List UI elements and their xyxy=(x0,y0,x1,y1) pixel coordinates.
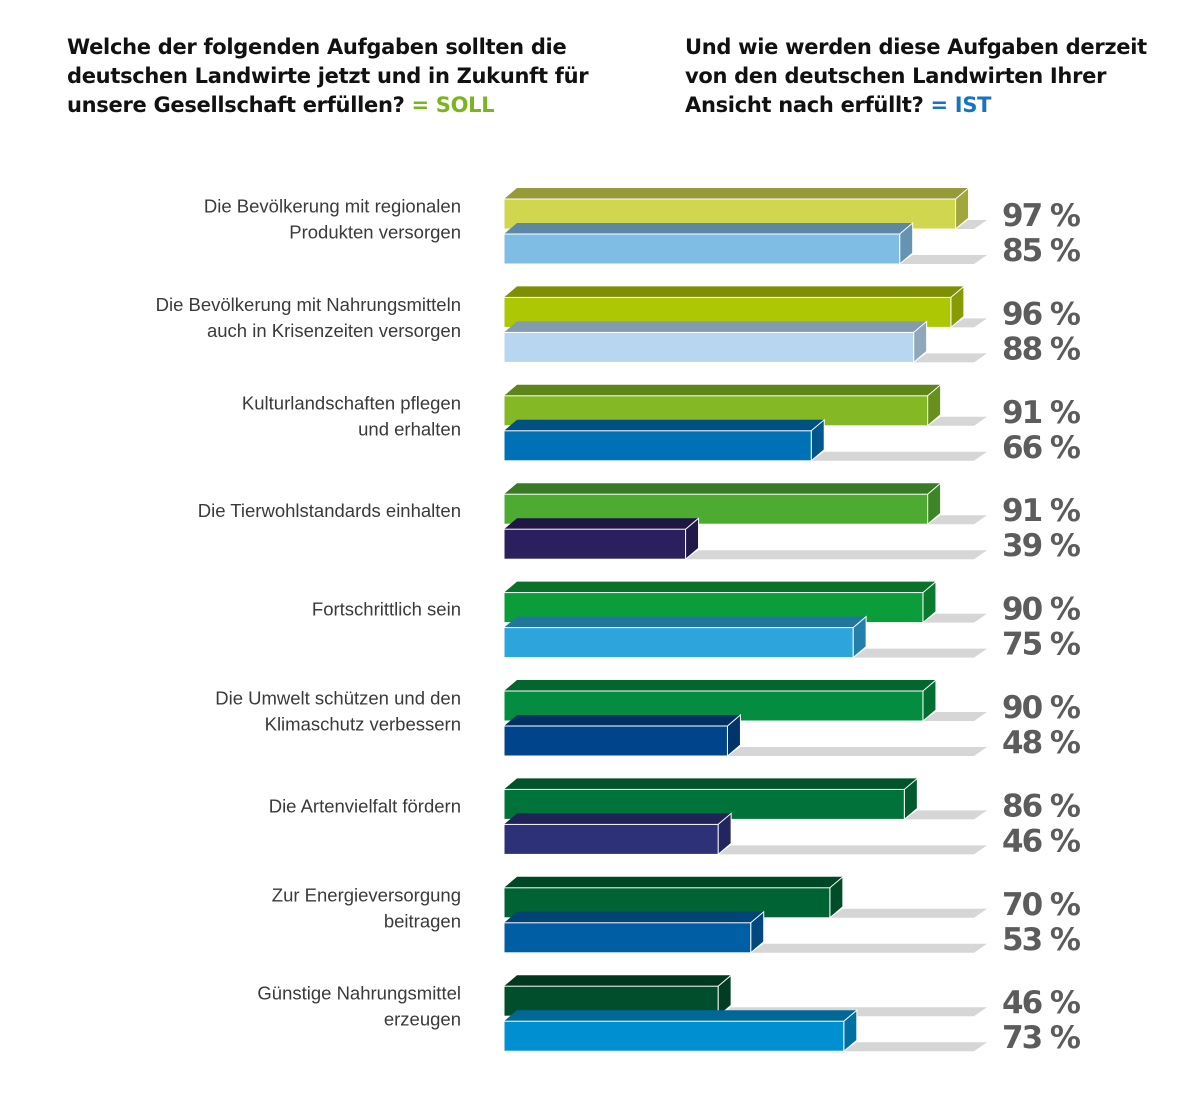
bar-shadow xyxy=(899,255,987,264)
bar-top-face xyxy=(504,975,732,987)
category-label: Klimaschutz verbessern xyxy=(265,714,461,735)
bar-ist xyxy=(503,922,752,954)
category-label: erzeugen xyxy=(384,1009,461,1030)
value-label: 48 % xyxy=(1002,725,1081,761)
bar-top-face xyxy=(504,1010,857,1022)
category-label: beitragen xyxy=(384,910,461,931)
bar-ist xyxy=(503,627,854,659)
bar-shadow xyxy=(718,845,987,855)
category-label: Zur Energieversorgung xyxy=(272,884,461,905)
category-label: Kulturlandschaften pflegen xyxy=(242,392,461,413)
value-label: 85 % xyxy=(1002,233,1081,269)
bar-top-face xyxy=(504,286,964,298)
category-label: Die Umwelt schützen und den xyxy=(215,688,461,709)
title-soll-question: Welche der folgenden Aufgaben sollten di… xyxy=(67,33,627,120)
bar-shadow xyxy=(922,613,987,623)
value-label: 70 % xyxy=(1002,887,1081,923)
bar-top-face xyxy=(504,778,918,790)
bar-top-face xyxy=(504,483,941,495)
bar-ist xyxy=(503,823,719,855)
bar-shadow xyxy=(829,908,987,918)
ist-tag: = IST xyxy=(930,93,992,117)
title-ist-text: Und wie werden diese Aufgaben derzeit vo… xyxy=(685,35,1147,117)
category-group: Fortschrittlich sein 90 %75 % xyxy=(312,580,1083,663)
bar-shadow xyxy=(843,1042,987,1052)
bar-top-face xyxy=(504,581,936,593)
category-group: Die Tierwohlstandards einhalten 91 %39 % xyxy=(198,482,1083,564)
category-group: Die Bevölkerung mit regionalen Produkten … xyxy=(204,186,1083,269)
soll-tag: = SOLL xyxy=(411,93,495,117)
category-group: Die Umwelt schützen und den Klimaschutz v… xyxy=(215,678,1083,761)
bar-top-face xyxy=(504,876,843,888)
bar-shadow xyxy=(853,648,987,658)
value-label: 90 % xyxy=(1002,690,1081,726)
value-label: 97 % xyxy=(1002,198,1081,234)
bar-shadow xyxy=(811,451,987,461)
value-label: 73 % xyxy=(1002,1020,1081,1056)
value-label: 75 % xyxy=(1002,627,1081,663)
bar-ist xyxy=(503,233,901,265)
bar-top-face xyxy=(504,680,936,691)
category-group: Die Artenvielfalt fördern 86 %46 % xyxy=(269,777,1083,859)
value-label: 39 % xyxy=(1002,528,1081,564)
value-label: 88 % xyxy=(1002,331,1081,367)
category-label: Fortschrittlich sein xyxy=(312,599,461,620)
bar-top-face xyxy=(504,715,741,726)
category-label: Die Tierwohlstandards einhalten xyxy=(198,500,461,521)
category-group: Kulturlandschaften pflegen und erhalten 91… xyxy=(242,383,1083,466)
bar-top-face xyxy=(504,911,764,923)
value-label: 91 % xyxy=(1002,395,1081,431)
category-label: und erhalten xyxy=(358,418,461,439)
value-label: 91 % xyxy=(1002,493,1081,529)
bar-top-face xyxy=(504,813,732,825)
category-label: Produkten versorgen xyxy=(289,222,461,243)
bar-shadow xyxy=(922,712,987,721)
category-label: Die Bevölkerung mit regionalen xyxy=(204,196,461,217)
bar-shadow xyxy=(685,550,987,560)
bar-shadow xyxy=(927,416,987,426)
category-label: Die Artenvielfalt fördern xyxy=(269,795,461,816)
bar-top-face xyxy=(504,188,969,199)
bar-top-face xyxy=(504,616,867,628)
title-ist-question: Und wie werden diese Aufgaben derzeit vo… xyxy=(685,33,1185,120)
bar-shadow xyxy=(927,515,987,525)
bar-shadow xyxy=(904,810,987,820)
value-label: 53 % xyxy=(1002,922,1081,958)
value-label: 46 % xyxy=(1002,823,1081,859)
bar-top-face xyxy=(504,518,699,530)
bar-ist xyxy=(503,528,687,560)
bar-shadow xyxy=(913,353,987,363)
bar-shadow xyxy=(955,220,987,229)
category-group: Die Bevölkerung mit Nahrungsmitteln auch … xyxy=(156,285,1083,367)
category-label: auch in Krisenzeiten versorgen xyxy=(207,320,461,341)
value-label: 90 % xyxy=(1002,592,1081,628)
value-label: 96 % xyxy=(1002,296,1081,332)
bar-top-face xyxy=(504,384,941,396)
category-label: Die Bevölkerung mit Nahrungsmitteln xyxy=(156,294,461,315)
category-group: Günstige Nahrungsmittel erzeugen 46 %73 % xyxy=(257,974,1083,1056)
bar-shadow xyxy=(750,943,987,953)
bar-shadow xyxy=(727,747,987,756)
bar-top-face xyxy=(504,419,825,431)
bar-ist xyxy=(503,725,728,757)
value-label: 46 % xyxy=(1002,985,1081,1021)
category-label: Günstige Nahrungsmittel xyxy=(257,983,461,1004)
bar-ist xyxy=(503,1020,845,1052)
bar-shadow xyxy=(950,318,987,328)
value-label: 86 % xyxy=(1002,788,1081,824)
bar-ist xyxy=(503,331,915,363)
title-soll-text: Welche der folgenden Aufgaben sollten di… xyxy=(67,35,589,117)
bar-ist xyxy=(503,430,812,462)
value-label: 66 % xyxy=(1002,430,1081,466)
category-group: Zur Energieversorgung beitragen 70 %53 % xyxy=(272,875,1083,958)
bar-top-face xyxy=(504,321,927,333)
bar-top-face xyxy=(504,223,913,234)
